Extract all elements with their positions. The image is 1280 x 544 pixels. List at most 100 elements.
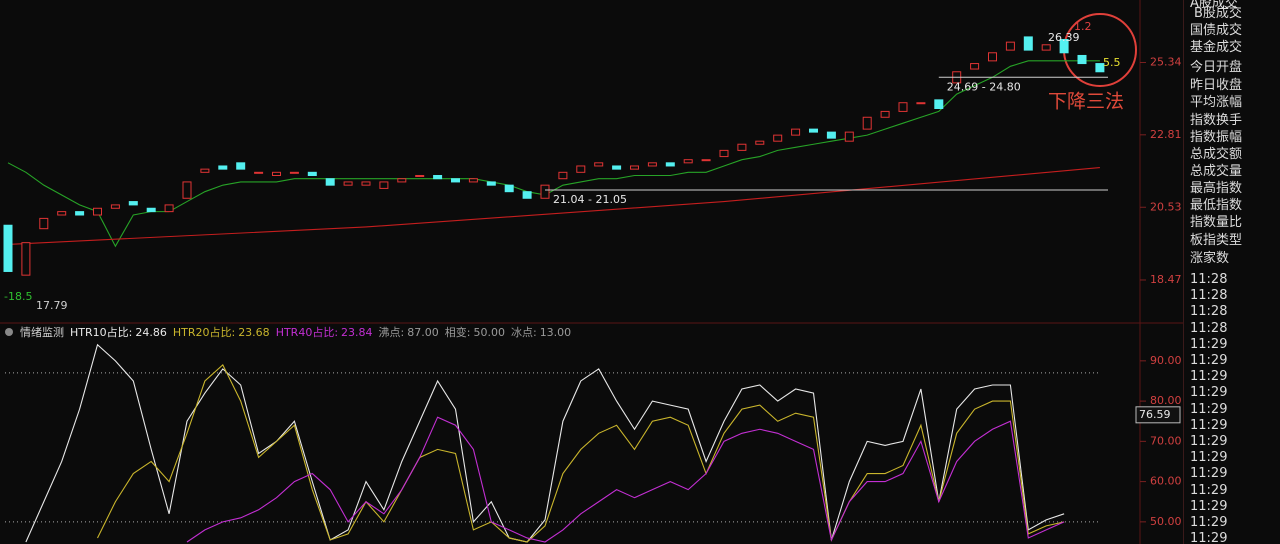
time-row: 11:29	[1190, 417, 1228, 433]
candle	[75, 211, 85, 216]
level-name: 相变:	[444, 325, 471, 339]
time-row: 11:29	[1190, 450, 1228, 466]
candle	[1077, 54, 1087, 65]
level-value: 50.00	[473, 325, 505, 339]
time-row: 11:29	[1190, 401, 1228, 417]
sidebar-item: B股成交	[1194, 6, 1242, 21]
series-line	[7, 60, 1100, 248]
level-name: 沸点:	[378, 325, 405, 339]
indicator-header: 情绪监测 HTR10占比: 24.86 HTR20占比: 23.68 HTR40占比: 23…	[4, 324, 571, 339]
candle	[1041, 44, 1051, 51]
legend-value: 23.68	[238, 325, 270, 339]
time-row: 11:29	[1190, 531, 1228, 544]
sidebar-item: 国债成交	[1190, 23, 1243, 38]
y-tick-label: 25.34	[1150, 55, 1182, 68]
candle	[39, 217, 49, 230]
legend-name: HTR10占比:	[70, 325, 133, 339]
candle	[880, 110, 890, 118]
candle	[468, 178, 478, 183]
candle	[826, 131, 836, 139]
candle	[898, 102, 908, 112]
candle	[809, 128, 818, 133]
candle	[254, 171, 264, 174]
candle	[272, 171, 281, 177]
sidebar-item: 板指类型	[1190, 233, 1243, 248]
candle	[57, 211, 67, 216]
candle	[773, 134, 783, 142]
time-row: 11:29	[1190, 369, 1228, 385]
candle	[200, 168, 210, 173]
candle	[683, 159, 693, 164]
time-row: 11:29	[1190, 515, 1228, 530]
series-line	[7, 167, 1100, 245]
candle	[433, 175, 443, 180]
sidebar-item: 最高指数	[1190, 181, 1243, 196]
y-tick-label: 22.81	[1150, 128, 1182, 141]
candle	[146, 207, 156, 213]
annotation: -18.5	[4, 290, 32, 303]
candle	[612, 165, 622, 170]
candle	[988, 52, 997, 62]
level-entry: 冰点: 13.00	[511, 324, 571, 340]
candle	[182, 181, 192, 199]
candle	[325, 178, 335, 186]
candle	[128, 201, 138, 206]
sidebar-item: 指数换手	[1190, 113, 1243, 128]
time-row: 11:29	[1190, 482, 1228, 498]
candle	[379, 181, 389, 189]
time-row: 11:29	[1190, 385, 1228, 401]
legend-entry: HTR40占比: 23.84	[276, 324, 373, 340]
candle	[540, 184, 550, 199]
level-value: 13.00	[539, 325, 572, 339]
candle	[844, 131, 854, 142]
time-row: 11:29	[1190, 353, 1228, 368]
legend-entry: HTR10占比: 24.86	[70, 324, 167, 340]
sidebar-item: 最低指数	[1190, 198, 1243, 213]
candle	[451, 178, 460, 183]
level-entry: 相变: 50.00	[445, 324, 505, 340]
time-row: 11:28	[1190, 272, 1228, 287]
candle	[343, 181, 353, 186]
sidebar-item: 平均涨幅	[1190, 95, 1243, 110]
sidebar-item: 昨日收盘	[1190, 78, 1243, 93]
y-tick-label: 18.47	[1150, 273, 1182, 286]
candle	[110, 204, 120, 209]
legend-name: HTR20占比:	[172, 325, 236, 339]
candle	[558, 171, 568, 180]
current-value-box	[1135, 406, 1181, 424]
candle	[93, 207, 102, 216]
y-tick-label: 80.00	[1150, 394, 1182, 407]
level-name: 冰点:	[510, 325, 537, 339]
legend-entry: HTR20占比: 23.68	[173, 324, 270, 340]
candle	[1059, 39, 1069, 54]
chart: 25.34 22.81 20.53 18.47 21.04 - 21.05 24.69 -…	[0, 0, 1183, 544]
candle	[289, 171, 299, 174]
candle	[1095, 63, 1105, 73]
candle	[504, 184, 514, 193]
sidebar-item: 指数量比	[1190, 215, 1243, 230]
annotation: 1.2	[1074, 20, 1092, 33]
candle	[934, 99, 944, 110]
icon	[5, 327, 13, 336]
y-tick-label: 60.00	[1150, 475, 1182, 488]
candle	[862, 116, 872, 130]
sidebar-item: 总成交量	[1190, 164, 1243, 179]
sidebar-item: 总成交额	[1190, 147, 1243, 162]
candle	[3, 224, 13, 272]
candle	[522, 191, 532, 199]
time-row: 11:28	[1190, 304, 1228, 320]
candle	[1005, 41, 1015, 51]
legend-value: 23.84	[341, 325, 373, 339]
time-row: 11:28	[1190, 320, 1228, 336]
series-line	[25, 343, 1065, 543]
candle	[21, 242, 31, 276]
candle	[361, 181, 371, 186]
candle	[719, 149, 729, 158]
candle	[791, 128, 801, 136]
panel-title: 情绪监测	[20, 325, 64, 339]
annotation: 下降三法	[1048, 91, 1124, 113]
annotation: 17.79	[36, 299, 68, 312]
y-tick-label: 70.00	[1150, 434, 1182, 447]
candle	[236, 162, 246, 170]
